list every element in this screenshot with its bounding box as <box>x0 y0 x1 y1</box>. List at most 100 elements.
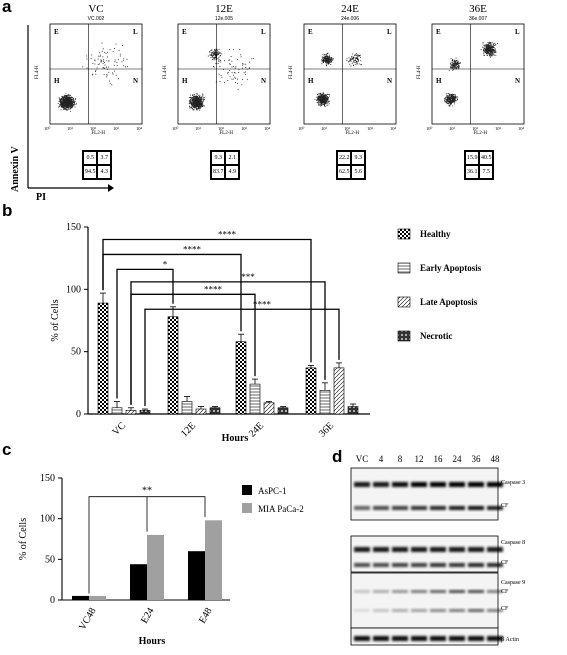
flow-dot <box>189 99 191 101</box>
flow-dot <box>492 52 494 53</box>
flow-dot <box>209 55 211 56</box>
flow-dot <box>453 61 455 63</box>
blot-band <box>487 563 503 567</box>
flow-dot <box>71 107 72 109</box>
blot-membrane <box>350 572 499 629</box>
significance-bracket <box>102 253 242 332</box>
flow-dot <box>192 109 194 111</box>
x-tick: 10⁰ <box>298 126 305 131</box>
fl2h-label: FL2-H <box>473 131 487 136</box>
protein-label: CF <box>501 589 509 595</box>
flow-plot-title: 24E <box>341 3 359 15</box>
flow-dot <box>67 101 69 103</box>
flow-dot <box>237 88 239 90</box>
flow-dot <box>454 100 456 102</box>
flow-dot <box>198 107 200 109</box>
flow-dot <box>192 97 194 99</box>
flow-dot <box>484 51 486 53</box>
flow-dot <box>330 57 331 59</box>
quadrant-H: H <box>182 77 188 85</box>
flow-dot <box>67 98 69 100</box>
flow-dot <box>66 100 68 101</box>
flow-dot <box>458 67 460 69</box>
flow-dot <box>490 51 492 53</box>
flow-dot <box>71 105 73 107</box>
flow-dot <box>324 100 326 102</box>
flow-dot <box>351 56 353 57</box>
flow-dot <box>318 104 320 106</box>
flow-dot <box>245 63 247 65</box>
protein-label: Caspase 8 <box>501 540 525 546</box>
quadrant-E: E <box>182 28 187 36</box>
flow-dot <box>325 58 327 60</box>
quadrant-percent: 0.5 <box>83 151 98 165</box>
flow-dot <box>444 97 446 99</box>
flow-dot <box>67 94 69 96</box>
flow-dot <box>486 45 488 47</box>
flow-dot <box>108 66 109 68</box>
flow-dot <box>446 100 448 102</box>
flow-dot <box>326 104 328 106</box>
flow-dot <box>352 57 354 59</box>
flow-dot <box>323 105 325 106</box>
flow-dot <box>66 98 68 100</box>
flow-dot <box>323 57 325 59</box>
flow-dot <box>322 100 323 102</box>
flow-dot <box>452 62 454 64</box>
flow-plot-title: 12E <box>215 3 233 15</box>
blot-band <box>392 563 408 567</box>
flow-dot <box>59 104 61 106</box>
flow-dot <box>491 47 493 48</box>
flow-dot <box>448 96 450 98</box>
flow-dot <box>453 67 455 69</box>
flow-dot <box>483 54 485 56</box>
flow-dot <box>112 73 114 75</box>
flow-dot <box>104 62 105 64</box>
flow-dot <box>448 93 450 95</box>
x-tick: 10⁰ <box>44 126 51 131</box>
flow-dot <box>329 58 331 60</box>
flow-dot <box>324 60 326 62</box>
flow-dot <box>350 59 352 61</box>
flow-dot <box>218 51 220 53</box>
flow-dot <box>454 98 456 100</box>
flow-dot <box>69 107 71 109</box>
flow-dot <box>58 106 60 108</box>
flow-dot <box>200 96 202 98</box>
quadrant-E: E <box>308 28 313 36</box>
flow-dot <box>325 58 327 60</box>
flow-dot <box>453 103 455 105</box>
flow-dot <box>198 100 200 101</box>
flow-dot <box>118 50 120 51</box>
flow-dot <box>75 104 77 105</box>
flow-dot <box>196 109 198 111</box>
legend-label: AsPC-1 <box>258 486 287 496</box>
flow-dot <box>329 56 330 58</box>
flow-dot <box>196 99 198 101</box>
flow-dot <box>356 60 358 62</box>
flow-dot <box>490 42 492 44</box>
flow-dot <box>322 96 324 98</box>
flow-dot <box>68 100 70 102</box>
flow-dot <box>64 104 66 106</box>
flow-dot <box>196 105 198 107</box>
flow-dot <box>327 61 329 63</box>
flow-dot <box>65 106 67 108</box>
flow-dot <box>99 56 101 58</box>
quadrant-L: L <box>261 28 266 36</box>
flow-dot <box>318 98 320 100</box>
flow-dot <box>235 77 236 79</box>
flow-dot <box>210 57 212 59</box>
flow-dot <box>328 94 330 95</box>
flow-dot <box>488 46 489 48</box>
flow-dot <box>64 98 66 100</box>
flow-dot <box>492 43 494 45</box>
flow-dot <box>63 95 65 97</box>
blot-band <box>373 590 389 593</box>
flow-dot <box>239 49 241 50</box>
flow-dot <box>68 97 70 99</box>
flow-dot <box>60 103 62 105</box>
flow-dot <box>455 61 457 63</box>
flow-dot <box>447 95 449 97</box>
flow-dot <box>66 106 68 108</box>
